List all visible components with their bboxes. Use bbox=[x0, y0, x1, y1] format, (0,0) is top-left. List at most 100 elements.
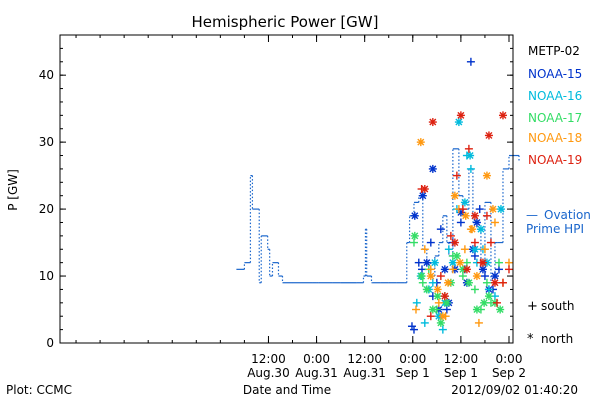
noaa-17-south-point bbox=[494, 258, 503, 267]
noaa-19-south-point bbox=[498, 278, 507, 287]
noaa-18-south-point bbox=[426, 265, 435, 274]
noaa-19-south-point bbox=[482, 211, 491, 220]
y-tick-label: 40 bbox=[39, 68, 54, 82]
legend-noaa-15: NOAA-15 bbox=[528, 67, 582, 81]
footer-right: 2012/09/02 01:40:20 bbox=[451, 383, 578, 397]
satellite-points bbox=[407, 57, 513, 334]
noaa-15-north-point bbox=[472, 218, 481, 227]
legend-metp-02: METP-02 bbox=[528, 44, 580, 58]
y-axis-label: P [GW] bbox=[6, 169, 20, 211]
noaa-18-north-point bbox=[461, 211, 470, 220]
x-axis: 12:00Aug.300:00Aug.3112:00Aug.310:00Sep … bbox=[75, 35, 526, 380]
noaa-15-south-point bbox=[426, 238, 435, 247]
noaa-17-south-point bbox=[409, 238, 418, 247]
noaa-16-north-point bbox=[448, 258, 457, 267]
noaa-17-north-point bbox=[433, 292, 442, 301]
noaa-19-north-point bbox=[484, 131, 493, 140]
noaa-16-north-point bbox=[460, 198, 469, 207]
noaa-19-south-point bbox=[452, 171, 461, 180]
legend-ovation-line1: Ovation bbox=[544, 208, 591, 222]
noaa-19-north-point bbox=[440, 292, 449, 301]
noaa-16-south-point bbox=[420, 318, 429, 327]
noaa-19-north-point bbox=[490, 278, 499, 287]
legend-ovation-line2: Prime HPI bbox=[526, 222, 584, 236]
noaa-17-north-point bbox=[410, 231, 419, 240]
noaa-16-south-point bbox=[444, 245, 453, 254]
legend-ovation-dash: — bbox=[526, 208, 538, 222]
noaa-19-north-point bbox=[470, 211, 479, 220]
noaa-17-north-point bbox=[480, 298, 489, 307]
x-tick-time: 0:00 bbox=[496, 352, 523, 366]
noaa-18-north-point bbox=[444, 278, 453, 287]
noaa-19-north-point bbox=[428, 118, 437, 127]
noaa-18-north-point bbox=[456, 258, 465, 267]
noaa-18-north-point bbox=[482, 171, 491, 180]
noaa-15-south-point bbox=[442, 305, 451, 314]
noaa-18-north-point bbox=[438, 312, 447, 321]
noaa-16-south-point bbox=[484, 285, 493, 294]
noaa-18-north-point bbox=[468, 225, 477, 234]
noaa-15-south-point bbox=[409, 325, 418, 334]
noaa-19-south-point bbox=[446, 231, 455, 240]
noaa-15-south-point bbox=[494, 265, 503, 274]
noaa-18-south-point bbox=[420, 245, 429, 254]
noaa-17-north-point bbox=[428, 305, 437, 314]
legend-south-label: south bbox=[541, 299, 575, 313]
noaa-17-south-point bbox=[482, 278, 491, 287]
noaa-17-north-point bbox=[417, 272, 426, 281]
plot-frame bbox=[59, 34, 514, 344]
legend-noaa-16: NOAA-16 bbox=[528, 89, 582, 103]
noaa-19-south-point bbox=[426, 312, 435, 321]
noaa-17-north-point bbox=[496, 305, 505, 314]
noaa-17-south-point bbox=[462, 258, 471, 267]
noaa-15-north-point bbox=[410, 211, 419, 220]
noaa-19-south-point bbox=[504, 265, 513, 274]
noaa-16-north-point bbox=[430, 258, 439, 267]
noaa-19-north-point bbox=[462, 265, 471, 274]
x-tick-date: Aug.31 bbox=[295, 366, 338, 380]
x-axis-label: Date and Time bbox=[243, 383, 331, 397]
y-tick-label: 0 bbox=[46, 336, 54, 350]
noaa-16-south-point bbox=[428, 278, 437, 287]
noaa-19-south-point bbox=[470, 238, 479, 247]
noaa-16-north-point bbox=[476, 225, 485, 234]
noaa-17-south-point bbox=[458, 272, 467, 281]
noaa-17-north-point bbox=[436, 318, 445, 327]
noaa-16-north-point bbox=[454, 118, 463, 127]
noaa-19-south-point bbox=[458, 205, 467, 214]
footer-left: Plot: CCMC bbox=[6, 383, 72, 397]
noaa-19-south-point bbox=[464, 144, 473, 153]
noaa-15-south-point bbox=[436, 225, 445, 234]
noaa-15-north-point bbox=[428, 164, 437, 173]
legend: METP-02 NOAA-15 NOAA-16 NOAA-17 NOAA-18 … bbox=[526, 44, 591, 347]
noaa-15-south-point bbox=[417, 265, 426, 274]
noaa-18-north-point bbox=[426, 272, 435, 281]
y-tick-label: 30 bbox=[39, 135, 54, 149]
noaa-17-north-point bbox=[422, 285, 431, 294]
x-tick-time: 0:00 bbox=[399, 352, 426, 366]
noaa-15-north-point bbox=[422, 258, 431, 267]
noaa-18-south-point bbox=[490, 218, 499, 227]
chart-title: Hemispheric Power [GW] bbox=[192, 13, 379, 31]
legend-south-symbol: + bbox=[527, 299, 538, 314]
noaa-15-north-point bbox=[440, 265, 449, 274]
noaa-19-south-point bbox=[436, 272, 445, 281]
legend-north-label: north bbox=[541, 332, 573, 346]
noaa-19-north-point bbox=[450, 238, 459, 247]
noaa-15-south-point bbox=[480, 272, 489, 281]
noaa-18-south-point bbox=[460, 245, 469, 254]
legend-noaa-19: NOAA-19 bbox=[528, 153, 582, 167]
noaa-19-south-point bbox=[486, 238, 495, 247]
noaa-15-south-point bbox=[475, 205, 484, 214]
noaa-16-north-point bbox=[470, 245, 479, 254]
noaa-18-south-point bbox=[480, 245, 489, 254]
noaa-15-south-point bbox=[470, 251, 479, 260]
noaa-15-south-point bbox=[414, 258, 423, 267]
noaa-19-north-point bbox=[420, 185, 429, 193]
noaa-17-north-point bbox=[484, 292, 493, 301]
noaa-18-south-point bbox=[411, 305, 420, 314]
noaa-18-south-point bbox=[474, 318, 483, 327]
x-tick-time: 12:00 bbox=[251, 352, 286, 366]
noaa-18-north-point bbox=[488, 205, 497, 214]
x-tick-time: 12:00 bbox=[444, 352, 479, 366]
